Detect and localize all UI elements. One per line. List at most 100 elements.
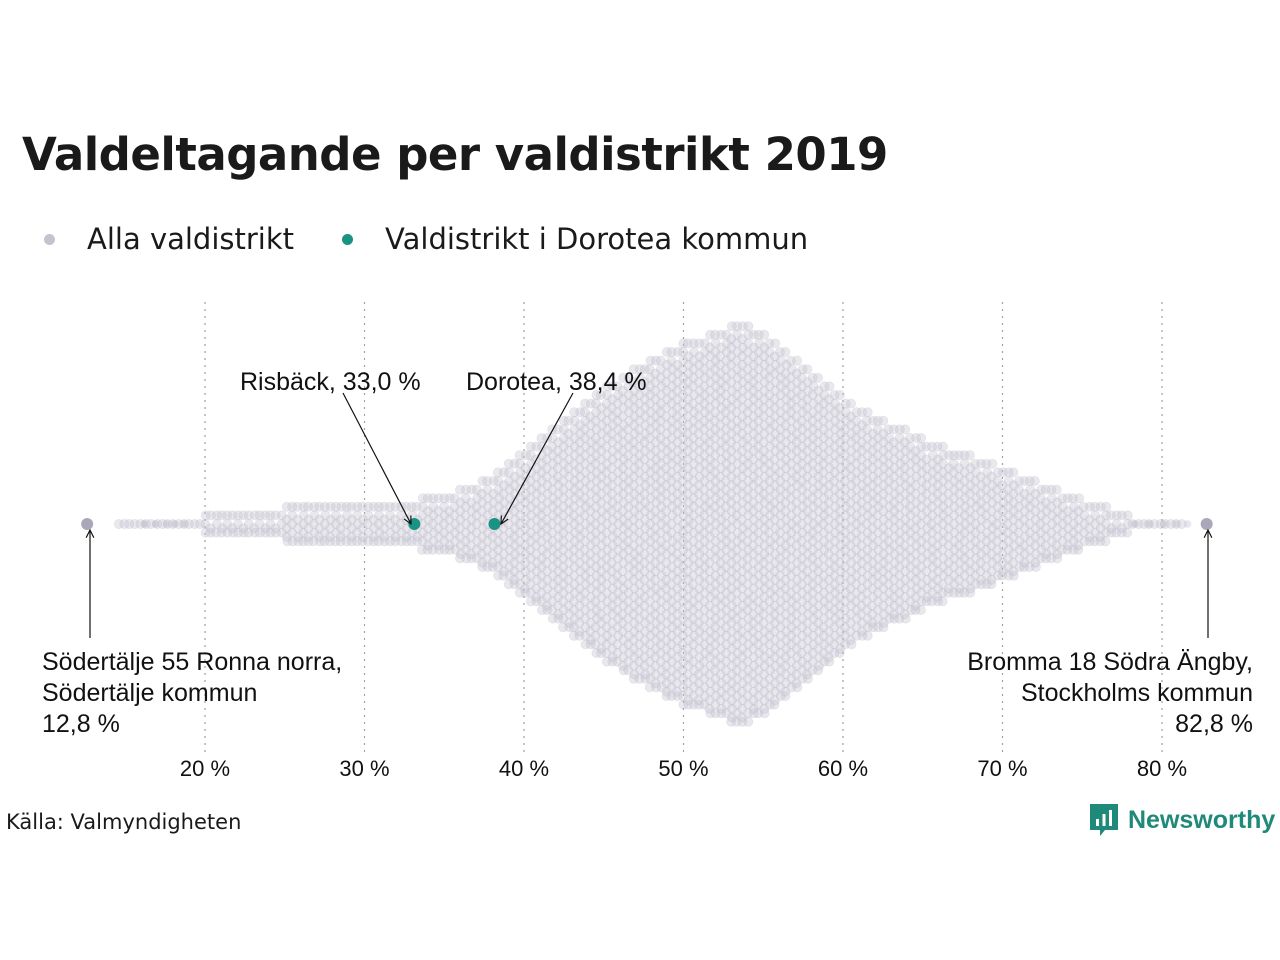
swarm-point	[770, 488, 781, 499]
swarm-point	[710, 544, 721, 555]
swarm-point	[639, 437, 650, 448]
swarm-point	[422, 506, 433, 517]
swarm-point	[423, 514, 434, 525]
swarm-point	[401, 531, 412, 542]
swarm-point	[324, 536, 335, 547]
swarm-point	[645, 622, 656, 633]
swarm-point	[623, 527, 634, 538]
swarm-point	[623, 536, 634, 547]
swarm-point	[754, 553, 765, 564]
swarm-point	[678, 544, 689, 555]
swarm-point	[683, 437, 694, 448]
swarm-point	[797, 544, 808, 555]
swarm-point	[613, 484, 624, 495]
swarm-point	[710, 613, 721, 624]
swarm-point	[737, 334, 748, 345]
swarm-point	[748, 678, 759, 689]
swarm-point	[743, 622, 754, 633]
swarm-point	[748, 368, 759, 379]
swarm-point	[694, 480, 705, 491]
swarm-point	[732, 458, 743, 469]
swarm-point	[210, 527, 221, 538]
swarm-point	[682, 463, 693, 474]
swarm-point	[797, 484, 808, 495]
extreme-point-min	[81, 518, 94, 530]
swarm-point	[731, 587, 742, 598]
swarm-point	[645, 665, 656, 676]
swarm-point	[444, 493, 455, 504]
swarm-point	[651, 402, 662, 413]
swarm-point	[732, 484, 743, 495]
swarm-point	[753, 639, 764, 650]
swarm-point	[564, 531, 575, 542]
swarm-point	[661, 463, 672, 474]
swarm-point	[764, 519, 775, 530]
swarm-point	[748, 660, 759, 671]
swarm-point	[769, 497, 780, 508]
swarm-point	[466, 514, 477, 525]
swarm-point	[548, 493, 559, 504]
swarm-point	[715, 592, 726, 603]
swarm-point	[716, 342, 727, 353]
swarm-point	[737, 583, 748, 594]
swarm-point	[769, 626, 780, 637]
swarm-point	[704, 600, 715, 611]
swarm-point	[477, 514, 488, 525]
swarm-point	[590, 432, 601, 443]
swarm-point	[765, 648, 776, 659]
swarm-point	[655, 415, 666, 426]
swarm-point	[715, 480, 726, 491]
swarm-point	[753, 467, 764, 478]
swarm-point	[596, 445, 607, 456]
swarm-point	[775, 450, 786, 461]
swarm-point	[776, 355, 787, 366]
swarm-point	[558, 562, 569, 573]
swarm-point	[645, 562, 656, 573]
swarm-point	[536, 562, 547, 573]
swarm-point	[661, 411, 672, 422]
swarm-point	[709, 648, 720, 659]
swarm-point	[753, 691, 764, 702]
swarm-point	[759, 708, 770, 719]
swarm-point	[699, 630, 710, 641]
swarm-point	[368, 514, 379, 525]
swarm-point	[597, 420, 608, 431]
swarm-point	[585, 617, 596, 628]
swarm-point	[791, 660, 802, 671]
swarm-point	[265, 527, 276, 538]
swarm-point	[721, 544, 732, 555]
swarm-point	[753, 432, 764, 443]
swarm-point	[596, 540, 607, 551]
x-tick-label: 60 %	[818, 756, 868, 781]
swarm-point	[444, 506, 455, 517]
swarm-point	[688, 364, 699, 375]
swarm-point	[699, 389, 710, 400]
swarm-point	[607, 617, 618, 628]
swarm-point	[715, 351, 726, 362]
swarm-point	[629, 463, 640, 474]
swarm-point	[617, 445, 628, 456]
swarm-point	[330, 510, 341, 521]
swarm-point	[759, 428, 770, 439]
swarm-point	[628, 574, 639, 585]
swarm-point	[786, 372, 797, 383]
swarm-point	[737, 471, 748, 482]
swarm-point	[564, 557, 575, 568]
swarm-point	[775, 493, 786, 504]
swarm-point	[677, 622, 688, 633]
swarm-point	[563, 523, 574, 534]
swarm-point	[1051, 484, 1062, 495]
swarm-point	[314, 523, 325, 534]
swarm-point	[716, 583, 727, 594]
swarm-point	[466, 484, 477, 495]
swarm-point	[683, 514, 694, 525]
swarm-point	[612, 450, 623, 461]
swarm-point	[613, 519, 624, 530]
swarm-point	[624, 562, 635, 573]
swarm-point	[683, 686, 694, 697]
swarm-point	[346, 514, 357, 525]
swarm-point	[602, 458, 613, 469]
swarm-point	[662, 531, 673, 542]
swarm-point	[309, 527, 320, 538]
swarm-point	[748, 463, 759, 474]
